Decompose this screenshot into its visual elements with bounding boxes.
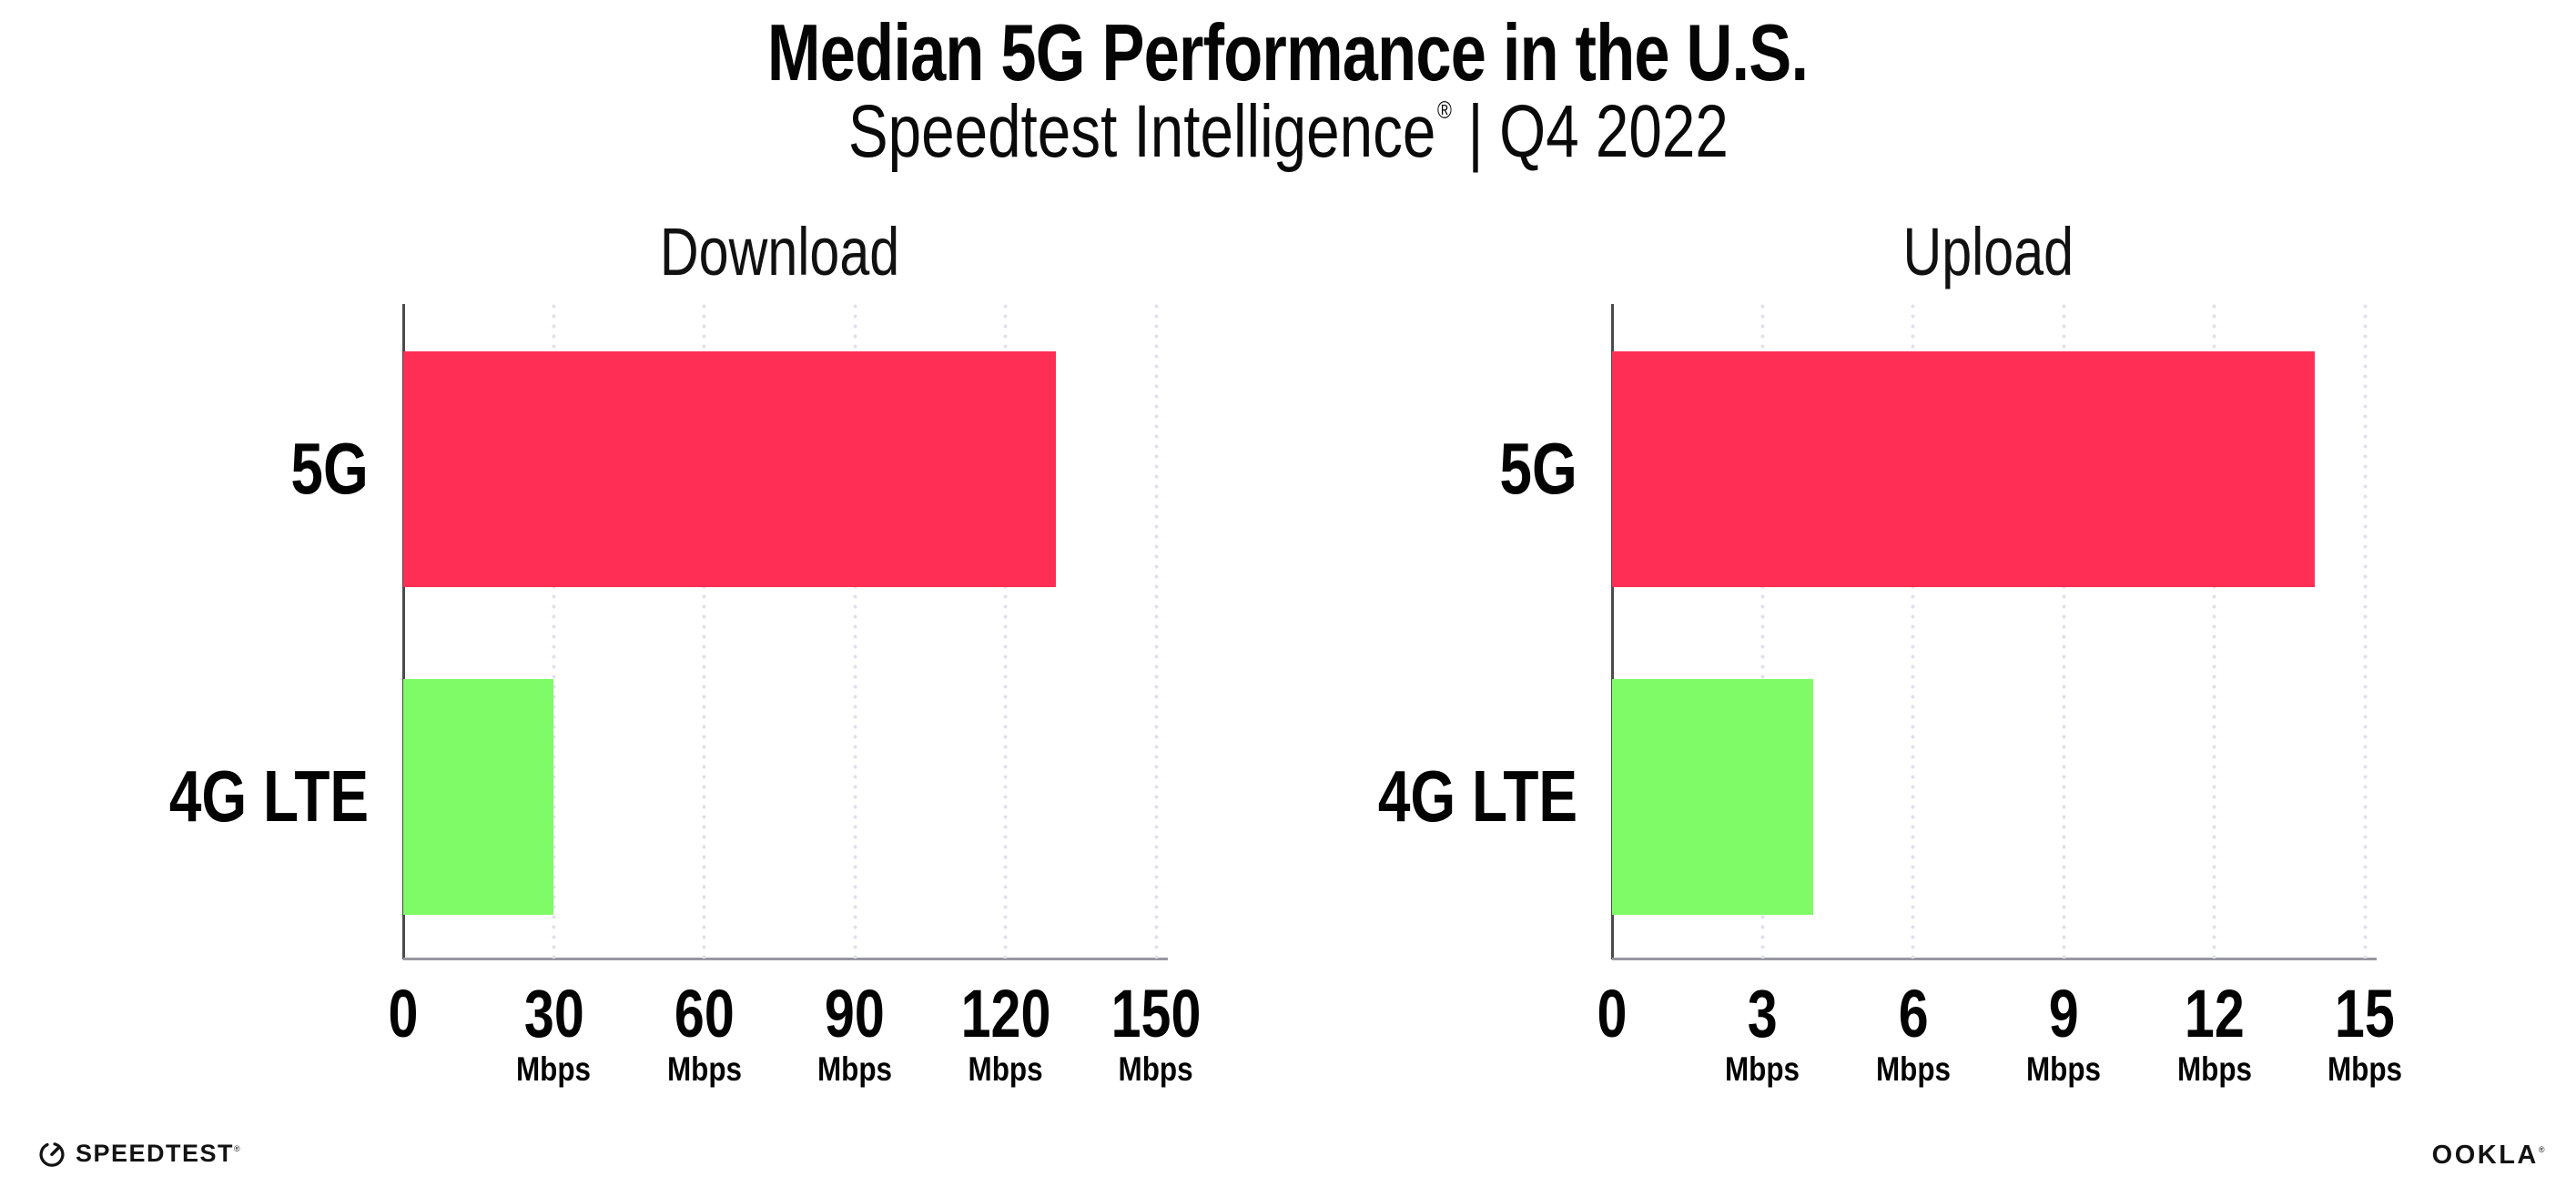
x-tick-0: 0 (1597, 976, 1628, 1051)
category-label-5g: 5G (290, 428, 369, 510)
bar-4g-lte (403, 678, 554, 915)
x-tick-30: 30 Mbps (516, 976, 592, 1088)
x-tick-120: 120 Mbps (960, 976, 1050, 1088)
category-label-4g-lte: 4G LTE (1377, 756, 1577, 837)
figure-title-text: Median 5G Performance in the U.S. (767, 7, 1809, 97)
gridline-120 (1003, 304, 1009, 959)
subtitle-brand: Speedtest Intelligence (847, 90, 1436, 173)
chart-upload: Upload 5G 4G LTE 0 3 Mbps 6 Mbps 9 Mbps 12 Mbps 15… (1303, 218, 2431, 1138)
x-axis-ticks-download: 0 30 Mbps 60 Mbps 90 Mbps 120 Mbps 150 Mbps (389, 976, 1202, 1124)
bar-5g (403, 350, 1056, 587)
speedtest-trademark: ® (234, 1143, 242, 1153)
x-tick-15: 15 Mbps (2327, 976, 2403, 1088)
bar-5g (1612, 350, 2315, 587)
gridline-3 (1760, 304, 1765, 959)
subtitle-period: Q4 2022 (1498, 90, 1729, 173)
chart-title-download: Download (403, 218, 1156, 286)
x-tick-3: 3 Mbps (1725, 976, 1800, 1088)
gridline-15 (2362, 304, 2368, 959)
ookla-logo: OOKLA® (2432, 1142, 2547, 1169)
speedtest-wordmark: SPEEDTEST® (76, 1139, 242, 1167)
subtitle-divider: | (1467, 90, 1484, 173)
figure-subtitle-text: Speedtest Intelligence® | Q4 2022 (847, 95, 1728, 169)
gridline-6 (1911, 304, 1916, 959)
gridline-30 (551, 304, 556, 959)
category-label-5g: 5G (1499, 428, 1577, 510)
gridline-150 (1153, 304, 1159, 959)
figure-subtitle: Speedtest Intelligence® | Q4 2022 (0, 95, 2576, 169)
gridline-90 (852, 304, 857, 959)
plot-area-upload (1610, 304, 2377, 960)
chart-title-upload: Upload (1612, 218, 2365, 286)
x-tick-90: 90 Mbps (817, 976, 893, 1088)
x-axis-line (1612, 957, 2377, 960)
bar-4g-lte (1612, 678, 1813, 915)
x-tick-6: 6 Mbps (1875, 976, 1951, 1088)
chart-title-upload-text: Upload (1902, 214, 2074, 289)
category-label-4g-lte: 4G LTE (168, 756, 369, 837)
registered-mark: ® (1436, 96, 1452, 124)
x-tick-60: 60 Mbps (666, 976, 742, 1088)
gridline-60 (702, 304, 707, 959)
speedtest-gauge-icon (39, 1142, 65, 1167)
ookla-trademark: ® (2538, 1145, 2547, 1154)
chart-title-download-text: Download (659, 214, 900, 289)
chart-download: Download 5G 4G LTE 0 30 Mbps 60 Mbps 90 Mbps 120… (94, 218, 1222, 1138)
gridline-12 (2212, 304, 2217, 959)
y-category-labels-download: 5G 4G LTE (94, 304, 369, 959)
y-category-labels-upload: 5G 4G LTE (1303, 304, 1577, 959)
figure-title: Median 5G Performance in the U.S. (0, 13, 2576, 93)
x-tick-12: 12 Mbps (2176, 976, 2252, 1088)
x-axis-line (403, 957, 1168, 960)
x-tick-0: 0 (388, 976, 419, 1051)
speedtest-logo: SPEEDTEST® (38, 1140, 241, 1167)
gridline-9 (2061, 304, 2066, 959)
y-axis-line (401, 304, 405, 960)
y-axis-line (1610, 304, 1614, 960)
x-tick-150: 150 Mbps (1111, 976, 1202, 1088)
x-tick-9: 9 Mbps (2026, 976, 2102, 1088)
x-axis-ticks-upload: 0 3 Mbps 6 Mbps 9 Mbps 12 Mbps 15 Mbps (1597, 976, 2403, 1124)
plot-area-download (401, 304, 1168, 960)
ookla-wordmark: OOKLA (2431, 1141, 2539, 1170)
